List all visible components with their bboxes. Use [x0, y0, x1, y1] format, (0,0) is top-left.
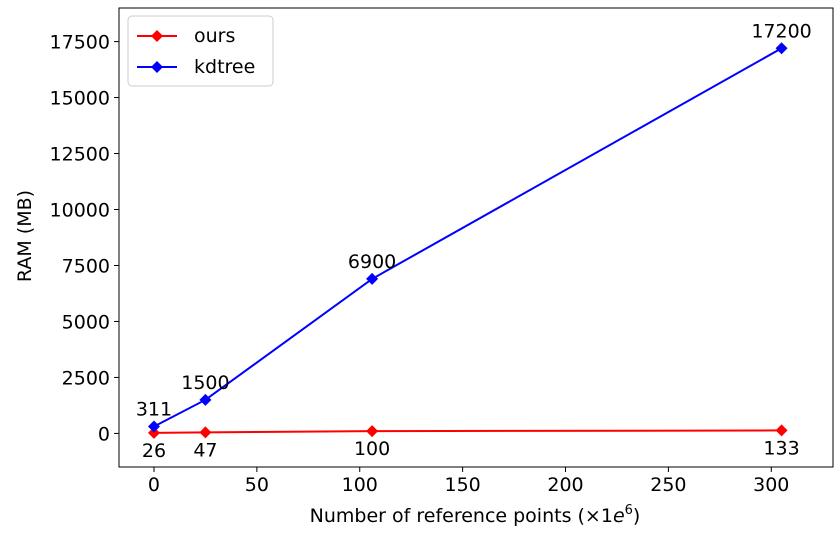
y-tick-label: 17500 [50, 32, 110, 54]
data-label-ours: 26 [142, 440, 166, 462]
y-axis-label: RAM (MB) [14, 190, 36, 282]
x-tick-label: 50 [245, 474, 269, 496]
x-axis-label-exponent: 6 [625, 503, 633, 518]
x-tick-label: 100 [342, 474, 378, 496]
legend: ours kdtree [127, 15, 274, 87]
data-point-kdtree [147, 420, 160, 433]
data-point-kdtree [366, 272, 379, 285]
data-label-kdtree: 1500 [181, 372, 229, 394]
legend-item-ours: ours [137, 25, 235, 47]
data-point-ours [775, 424, 788, 437]
x-axis-label: Number of reference points (×1e6) [310, 503, 641, 527]
data-label-ours: 47 [193, 439, 217, 461]
x-tick-label: 200 [547, 474, 583, 496]
legend-marker-ours [151, 30, 163, 42]
y-tick-label: 5000 [62, 311, 110, 333]
data-point-ours [366, 425, 379, 438]
series-line-ours [153, 429, 782, 434]
data-point-kdtree [775, 42, 788, 55]
x-tick-label: 150 [444, 474, 480, 496]
y-tick-label: 10000 [50, 200, 110, 222]
x-axis-label-close: ) [633, 505, 640, 527]
legend-marker-kdtree [151, 61, 163, 73]
data-labels: 26 47 100 133 311 1500 6900 17200 [136, 20, 812, 462]
data-label-kdtree: 17200 [751, 20, 811, 42]
y-tick-label: 0 [98, 423, 110, 445]
x-axis-label-text: Number of reference points (×1 [310, 505, 613, 527]
y-tick-label: 2500 [62, 367, 110, 389]
legend-label-kdtree: kdtree [194, 56, 255, 78]
y-tick-label: 7500 [62, 255, 110, 277]
axes: 0 50 100 150 200 250 300 0 2500 5000 7500 10000 1250… [50, 7, 834, 496]
x-axis-label-exp-base: e [613, 505, 625, 527]
data-label-kdtree: 311 [136, 398, 172, 420]
data-label-kdtree: 6900 [348, 251, 396, 273]
x-tick-label: 300 [753, 474, 789, 496]
data-label-ours: 133 [763, 437, 799, 459]
data-point-kdtree [199, 393, 212, 406]
data-label-ours: 100 [354, 438, 390, 460]
y-tick-label: 15000 [50, 88, 110, 110]
y-tick-label: 12500 [50, 144, 110, 166]
x-tick-label: 0 [148, 474, 160, 496]
series-line-kdtree [153, 47, 783, 428]
data-point-ours [147, 426, 160, 439]
plot-area [147, 42, 788, 439]
data-point-ours [199, 426, 212, 439]
legend-item-kdtree: kdtree [137, 56, 255, 78]
x-tick-label: 250 [650, 474, 686, 496]
legend-label-ours: ours [194, 25, 235, 47]
plot-frame [118, 7, 834, 468]
legend-box [127, 15, 274, 87]
